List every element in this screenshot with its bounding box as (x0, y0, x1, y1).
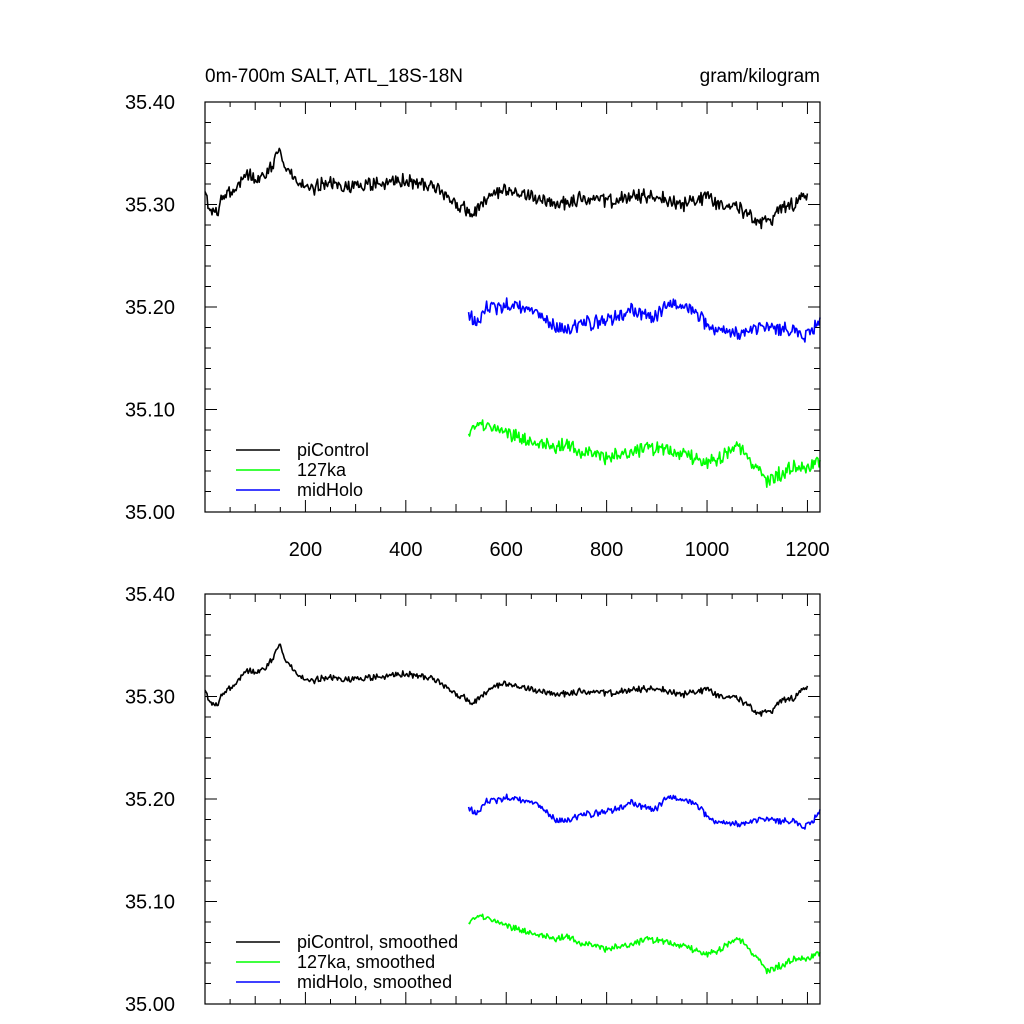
series-line-2 (467, 297, 821, 343)
y-tick-label: 35.40 (125, 584, 175, 606)
series-line-1 (467, 419, 821, 489)
y-tick-label: 35.30 (125, 687, 175, 709)
series-line-0 (204, 147, 809, 230)
x-tick-label: 600 (490, 539, 523, 561)
x-tick-label: 400 (389, 539, 422, 561)
y-tick-label: 35.00 (125, 994, 175, 1016)
legend-label: 127ka (297, 460, 347, 480)
legend-label: piControl (297, 440, 369, 460)
legend-label: midHolo, smoothed (297, 972, 452, 992)
plot-frame (204, 101, 821, 513)
y-tick-label: 35.40 (125, 92, 175, 114)
series-group (204, 147, 821, 489)
tick-group: 35.00 35.10 35.20 35.30 35.40 (125, 584, 820, 1016)
x-tick-label: 200 (289, 539, 322, 561)
series-line-2 (467, 793, 821, 830)
series-line-0 (204, 643, 809, 717)
y-tick-label: 35.00 (125, 502, 175, 524)
y-tick-label: 35.20 (125, 789, 175, 811)
y-tick-label: 35.20 (125, 297, 175, 319)
legend-label: piControl, smoothed (297, 932, 458, 952)
plot-frame (204, 593, 821, 1005)
x-tick-label: 1200 (785, 539, 830, 561)
bottom-panel: 35.00 35.10 35.20 35.30 35.40 piControl, smo… (125, 584, 821, 1016)
legend-label: 127ka, smoothed (297, 952, 435, 972)
y-tick-label: 35.10 (125, 892, 175, 914)
series-group (204, 643, 821, 975)
series-line-1 (468, 913, 821, 975)
x-tick-label: 800 (590, 539, 623, 561)
legend-label: midHolo (297, 480, 363, 500)
units-label: gram/kilogram (700, 66, 820, 87)
y-tick-label: 35.30 (125, 195, 175, 217)
x-tick-label: 1000 (685, 539, 730, 561)
y-tick-label: 35.10 (125, 400, 175, 422)
chart-title: 0m-700m SALT, ATL_18S-18N (205, 66, 463, 87)
top-panel: 0m-700m SALT, ATL_18S-18N gram/kilogram … (125, 66, 830, 561)
tick-group: 35.00 35.10 35.20 35.30 35.40 200 400 600 800 100… (125, 92, 830, 561)
